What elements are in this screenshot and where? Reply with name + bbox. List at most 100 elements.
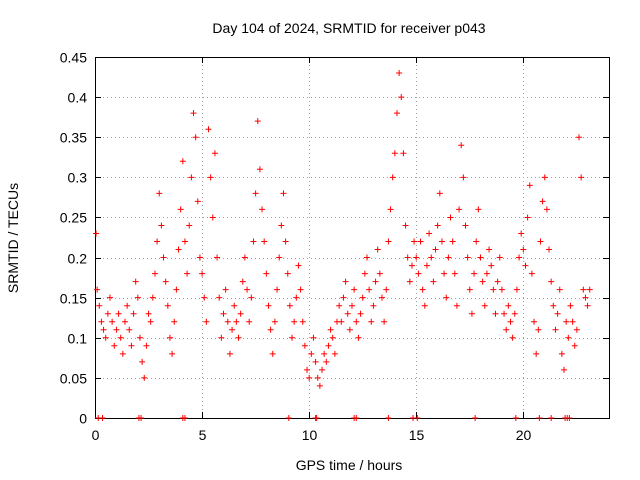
data-point xyxy=(481,302,488,309)
data-point xyxy=(477,254,484,261)
data-point xyxy=(196,254,203,261)
data-point xyxy=(537,238,544,245)
y-tick-label: 0.2 xyxy=(68,251,88,267)
data-point xyxy=(456,206,463,213)
data-point xyxy=(259,206,266,213)
data-point xyxy=(531,318,538,325)
data-point xyxy=(479,278,486,285)
data-point xyxy=(175,246,182,253)
data-point xyxy=(336,302,343,309)
data-point xyxy=(513,286,520,293)
data-point xyxy=(306,374,313,381)
baseline-marker xyxy=(536,415,543,421)
data-point xyxy=(468,310,475,317)
data-point xyxy=(415,270,422,277)
data-point xyxy=(151,270,158,277)
data-point xyxy=(518,230,525,237)
data-point xyxy=(121,318,128,325)
data-point xyxy=(280,190,287,197)
data-points xyxy=(93,70,593,421)
data-point xyxy=(119,350,126,357)
data-point xyxy=(218,334,225,341)
data-point xyxy=(428,254,435,261)
baseline-marker xyxy=(472,415,479,421)
data-point xyxy=(471,270,478,277)
data-point xyxy=(498,286,505,293)
data-point xyxy=(297,286,304,293)
data-point xyxy=(567,302,574,309)
data-point xyxy=(124,302,131,309)
data-point xyxy=(205,126,212,133)
data-point xyxy=(413,254,420,261)
data-point xyxy=(109,318,116,325)
data-point xyxy=(475,206,482,213)
data-point xyxy=(511,310,518,317)
data-point xyxy=(134,294,141,301)
data-point xyxy=(126,326,133,333)
data-point xyxy=(501,310,508,317)
data-point xyxy=(558,350,565,357)
data-point xyxy=(143,342,150,349)
data-point xyxy=(291,318,298,325)
baseline-marker xyxy=(512,415,519,421)
data-point xyxy=(256,166,263,173)
data-point xyxy=(466,286,473,293)
data-point xyxy=(423,262,430,269)
data-point xyxy=(359,294,366,301)
data-point xyxy=(526,182,533,189)
x-tick-label: 5 xyxy=(199,427,207,443)
data-point xyxy=(535,326,542,333)
data-point xyxy=(550,302,557,309)
data-point xyxy=(546,246,553,253)
data-point xyxy=(473,238,480,245)
data-point xyxy=(522,262,529,269)
data-point xyxy=(586,286,593,293)
y-axis-label: SRMTID / TECUs xyxy=(5,183,21,293)
data-point xyxy=(136,334,143,341)
data-point xyxy=(147,318,154,325)
data-point xyxy=(269,350,276,357)
data-point xyxy=(310,334,317,341)
data-point xyxy=(203,318,210,325)
y-tick-label: 0.25 xyxy=(60,210,87,226)
data-point xyxy=(524,214,531,221)
data-point xyxy=(398,94,405,101)
baseline-marker xyxy=(548,415,555,421)
data-point xyxy=(578,174,585,181)
data-point xyxy=(98,318,105,325)
data-point xyxy=(173,286,180,293)
data-point xyxy=(378,294,385,301)
data-point xyxy=(402,222,409,229)
data-point xyxy=(329,334,336,341)
data-point xyxy=(391,150,398,157)
data-point xyxy=(222,286,229,293)
data-point xyxy=(130,310,137,317)
data-point xyxy=(483,270,490,277)
data-point xyxy=(584,302,591,309)
data-point xyxy=(496,254,503,261)
data-point xyxy=(490,286,497,293)
data-point xyxy=(199,270,206,277)
data-point xyxy=(449,238,456,245)
data-point xyxy=(162,278,169,285)
data-point xyxy=(509,334,516,341)
data-point xyxy=(569,318,576,325)
data-point xyxy=(160,254,167,261)
data-point xyxy=(207,174,214,181)
data-point xyxy=(304,366,311,373)
data-point xyxy=(443,294,450,301)
data-point xyxy=(351,286,358,293)
data-point xyxy=(171,318,178,325)
data-point xyxy=(554,310,561,317)
data-point xyxy=(438,238,445,245)
data-point xyxy=(211,150,218,157)
data-point xyxy=(246,318,253,325)
y-tick-label: 0 xyxy=(79,411,87,427)
data-point xyxy=(541,174,548,181)
x-tick-label: 20 xyxy=(516,427,532,443)
x-tick-label: 10 xyxy=(302,427,318,443)
baseline-marker xyxy=(353,415,360,421)
data-point xyxy=(458,142,465,149)
data-point xyxy=(453,302,460,309)
data-point xyxy=(100,326,107,333)
